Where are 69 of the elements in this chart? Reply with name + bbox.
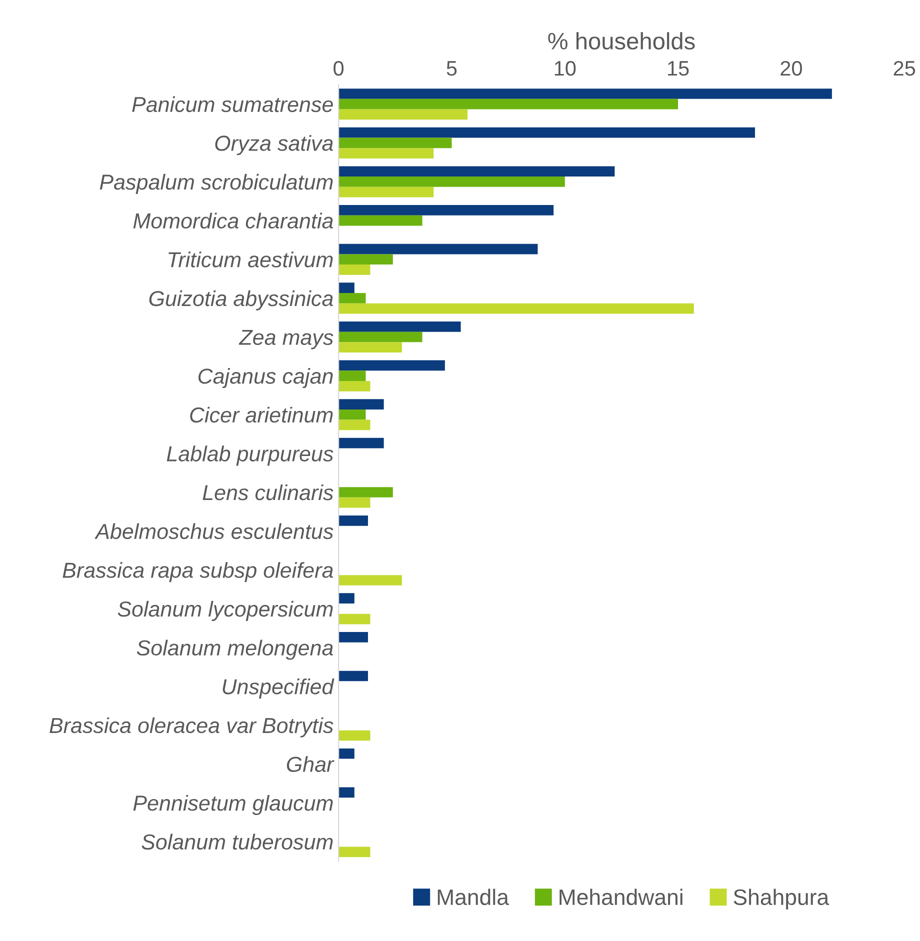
y-tick-label: Lens culinaris — [202, 484, 334, 500]
y-tick-label: Pennisetum glaucum — [133, 794, 333, 816]
bar — [338, 670, 368, 682]
legend-label: Mandla — [438, 888, 509, 906]
y-tick-label: Cicer arietinum — [190, 406, 333, 423]
y-tick-label: Unspecified — [222, 678, 334, 699]
bar — [338, 166, 615, 177]
bar — [338, 846, 370, 858]
bar — [338, 360, 445, 371]
y-tick-label: Brassica rapa subsp oleifera — [62, 562, 333, 582]
y-tick-label: Cajanus cajan — [198, 368, 333, 388]
bar — [338, 109, 468, 120]
y-tick-label: Paspalum scrobiculatum — [100, 174, 333, 194]
x-axis-title: % households — [548, 32, 695, 50]
bar — [338, 399, 384, 410]
bar — [338, 264, 370, 275]
y-tick-label: Guizotia abyssinica — [149, 290, 333, 310]
x-tick-label: 20 — [780, 60, 802, 76]
y-tick-label: Solanum tuberosum — [142, 834, 333, 850]
bar — [338, 487, 393, 498]
x-tick-label: 0 — [334, 60, 344, 76]
legend-label: Mehandwani — [560, 888, 682, 906]
bar — [338, 138, 452, 148]
y-tick-label: Zea mays — [238, 330, 334, 350]
x-tick-label: 25 — [894, 60, 916, 76]
bar — [338, 575, 402, 586]
y-tick-label: Brassica oleracea var Botrytis — [50, 717, 334, 738]
bar — [338, 321, 461, 332]
y-tick-label: Triticum aestivum — [168, 252, 333, 268]
bar — [338, 205, 554, 216]
bar — [338, 420, 370, 430]
bar — [338, 98, 678, 110]
bar — [338, 254, 393, 265]
bar — [338, 282, 354, 294]
bar — [338, 303, 694, 314]
y-tick-label: Oryza sativa — [215, 135, 333, 156]
bar — [338, 332, 422, 342]
bar — [338, 497, 370, 508]
bar — [338, 614, 370, 624]
bar — [338, 176, 565, 187]
y-tick-label: Abelmoschus esculentus — [94, 523, 334, 540]
bar — [338, 516, 368, 526]
bar — [338, 787, 354, 798]
bar — [338, 88, 832, 99]
y-tick-label: Panicum sumatrense — [132, 96, 333, 112]
bar — [338, 380, 370, 392]
y-tick-label: Solanum lycopersicum — [118, 600, 333, 621]
bar — [338, 370, 366, 381]
y-tick-label: Momordica charantia — [133, 212, 333, 229]
y-tick-label: Solanum melongena — [136, 640, 333, 660]
x-tick-label: 15 — [668, 61, 689, 76]
bar — [338, 748, 354, 759]
bar — [338, 342, 402, 353]
x-tick-label: 5 — [446, 61, 457, 76]
bar — [338, 593, 354, 604]
bar — [338, 186, 434, 198]
y-tick-label: Ghar — [286, 756, 334, 772]
bar — [338, 215, 422, 226]
x-tick-label: 10 — [554, 60, 576, 76]
bar — [338, 148, 434, 158]
bar — [338, 293, 366, 304]
bar — [338, 730, 370, 741]
y-tick-label: Lablab purpureus — [166, 446, 334, 466]
bar — [338, 244, 538, 254]
bar — [338, 438, 384, 448]
legend-label: Shahpura — [734, 888, 830, 910]
bar — [338, 632, 368, 642]
bar — [338, 409, 366, 420]
bar — [338, 127, 755, 138]
